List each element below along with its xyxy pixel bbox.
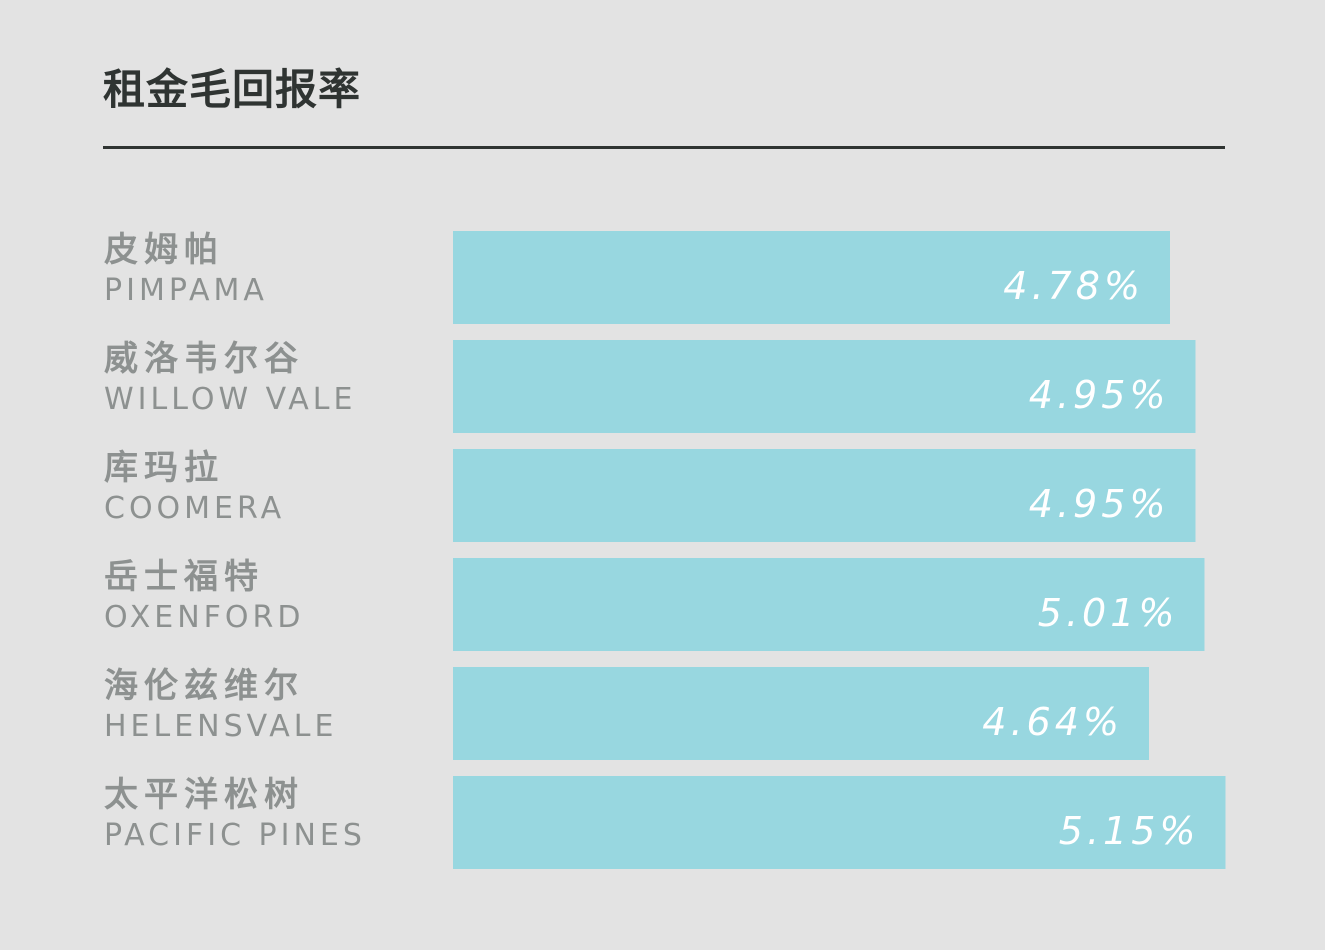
bar-value-label: 4.64%	[982, 700, 1123, 744]
bar-value-label: 5.15%	[1059, 809, 1200, 853]
bar-value-label: 4.95%	[1029, 482, 1170, 526]
bar-coomera	[453, 449, 1196, 542]
category-label-zh: 库玛拉	[104, 448, 224, 488]
category-label-zh: 岳士福特	[104, 557, 264, 597]
bar-value-label: 4.95%	[1029, 373, 1170, 417]
category-label-zh: 威洛韦尔谷	[104, 339, 304, 379]
bar-helensvale	[453, 667, 1149, 760]
bar-value-label: 4.78%	[1003, 264, 1144, 308]
title-divider	[103, 146, 1225, 149]
category-label-zh: 太平洋松树	[104, 775, 304, 815]
category-label-en: HELENSVALE	[104, 709, 337, 744]
category-label-en: COOMERA	[104, 491, 285, 526]
category-label-en: PIMPAMA	[104, 273, 268, 308]
category-label-zh: 皮姆帕	[104, 230, 224, 270]
category-label-en: WILLOW VALE	[104, 382, 356, 417]
bar-pacific-pines	[453, 776, 1226, 869]
bar-willow-vale	[453, 340, 1196, 433]
category-label-en: OXENFORD	[104, 600, 304, 635]
category-label-zh: 海伦兹维尔	[104, 666, 304, 706]
chart-title: 租金毛回报率	[103, 65, 362, 114]
bar-oxenford	[453, 558, 1205, 651]
bar-value-label: 5.01%	[1038, 591, 1179, 635]
category-label-en: PACIFIC PINES	[104, 818, 366, 853]
bar-pimpama	[453, 231, 1170, 324]
